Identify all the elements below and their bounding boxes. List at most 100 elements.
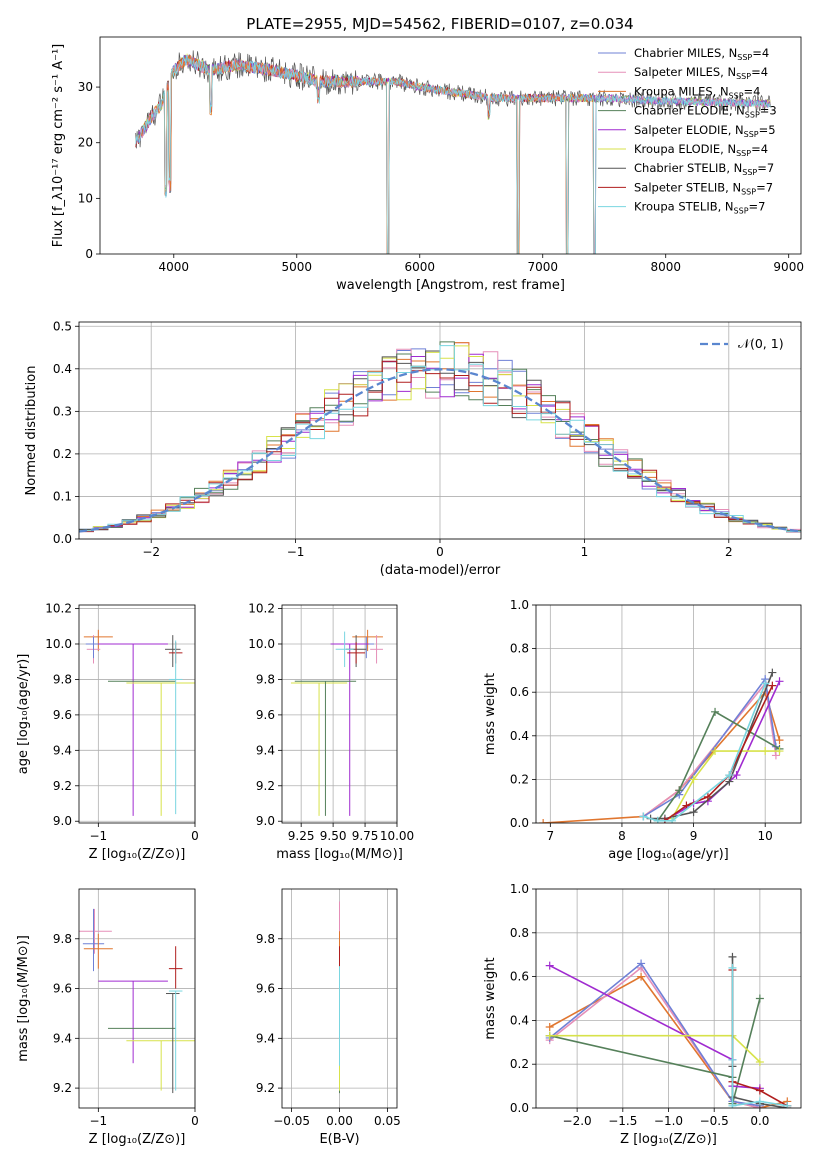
y-tick-label: 9.4 [256, 1031, 275, 1045]
x-tick-label: −1 [89, 829, 107, 843]
y-tick-label: 0.8 [510, 926, 529, 940]
age-vs-z-panel: −1 0 9.0 9.2 9.4 9.6 9.8 10.0 10.2 Z [log₁₀(Z/Z⊙)… [16, 602, 199, 862]
y-tick-label: 9.4 [53, 743, 72, 757]
weight-point-kroupa-stelib [668, 816, 677, 823]
age-vs-mass-marks [290, 629, 383, 816]
y-tick-label: 20 [78, 136, 93, 150]
age-vs-mass-frame [281, 604, 398, 824]
y-tick-label: 9.8 [256, 672, 275, 686]
legend-entry-kroupa-stelib: Kroupa STELIB, NSSP=7 [634, 200, 765, 216]
legend-entry-salpeter-miles: Salpeter MILES, NSSP=4 [634, 65, 768, 81]
residuals-marks [79, 341, 801, 533]
y-tick-label: 9.8 [53, 932, 72, 946]
y-tick-label: 0.4 [510, 1013, 529, 1027]
legend-entry-salpeter-elodie: Salpeter ELODIE, NSSP=5 [634, 123, 776, 139]
x-tick-label: 0 [191, 829, 199, 843]
y-tick-label: 0.0 [53, 532, 72, 546]
legend-entry-salpeter-stelib: Salpeter STELIB, NSSP=7 [634, 180, 773, 196]
spectrum-line-chabrier-stelib [135, 50, 771, 254]
figure-title: PLATE=2955, MJD=54562, FIBERID=0107, z=0… [246, 15, 633, 33]
x-tick-label: 9.25 [288, 829, 315, 843]
y-tick-label: 9.2 [53, 779, 72, 793]
normal-legend-label: 𝒩(0, 1) [738, 336, 784, 351]
weight-point-kroupa-stelib [725, 771, 734, 780]
x-tick-label: 2 [725, 545, 733, 559]
weight-vs-z-panel: −2.0 −1.5 −1.0 −0.5 0.0 0.0 0.2 0.4 0.6 0.8 1.0 Z [… [483, 882, 802, 1147]
mass-vs-ebv-frame [281, 888, 398, 1109]
y-tick-label: 0.2 [53, 447, 72, 461]
y-tick-label: 9.0 [256, 814, 275, 828]
weight-vs-age-frame [535, 604, 802, 824]
y-tick-label: 9.4 [256, 743, 275, 757]
y-tick-label: 0 [85, 247, 93, 261]
y-tick-label: 10.0 [45, 637, 72, 651]
x-tick-label: 10.00 [380, 829, 414, 843]
y-tick-label: 0.0 [510, 1101, 529, 1115]
weight-point-kroupa-stelib [639, 812, 648, 821]
weight-point-chabrier-stelib [728, 952, 737, 961]
weight-point-chabrier-stelib [768, 668, 777, 677]
weight-point-salpeter-miles [771, 751, 780, 760]
weight-point-chabrier-stelib [689, 808, 698, 817]
mass-vs-z-panel: −1 0 9.2 9.4 9.6 9.8 Z [log₁₀(Z/Z⊙)] mass [log₁… [16, 888, 199, 1147]
y-tick-label: 0.6 [510, 970, 529, 984]
weight-point-kroupa-stelib [728, 963, 737, 972]
weight-vs-age-marks [539, 668, 784, 823]
y-tick-label: 10.2 [45, 602, 72, 616]
weight-line-chabrier-miles [642, 677, 777, 818]
x-tick-label: 0.05 [374, 1114, 401, 1128]
x-tick-label: 6000 [404, 260, 435, 274]
y-tick-label: 0.8 [510, 642, 529, 656]
x-axis-label: mass [log₁₀(M/M⊙)] [276, 847, 403, 862]
weight-point-chabrier-elodie [675, 786, 684, 795]
weight-point-kroupa-stelib [728, 1055, 737, 1064]
y-axis-label: age [log₁₀(age/yr)] [16, 654, 31, 775]
spectrum-frame [99, 36, 802, 255]
legend-entry-chabrier-stelib: Chabrier STELIB, NSSP=7 [634, 161, 774, 177]
x-tick-label: 0 [191, 1114, 199, 1128]
y-tick-label: 9.8 [256, 932, 275, 946]
y-tick-label: 0.1 [53, 489, 72, 503]
y-axis-label: mass weight [483, 957, 498, 1039]
weight-point-kroupa-stelib [728, 1101, 737, 1108]
weight-point-kroupa-stelib [653, 816, 662, 823]
x-tick-label: −1.0 [654, 1114, 683, 1128]
y-axis-label: Flux [f_λ10⁻¹⁷ erg cm⁻² s⁻¹ A⁻¹] [51, 44, 66, 248]
x-tick-label: −2 [142, 545, 160, 559]
y-tick-label: 9.0 [53, 814, 72, 828]
y-tick-label: 9.2 [256, 779, 275, 793]
weight-point-kroupa-miles [539, 819, 548, 823]
weight-point-kroupa-elodie [761, 747, 770, 756]
weight-point-salpeter-stelib [703, 792, 712, 801]
y-tick-label: 0.2 [510, 1057, 529, 1071]
mass-vs-z-frame [78, 888, 196, 1109]
y-tick-label: 0.6 [510, 685, 529, 699]
y-axis-label: Normed distribution [24, 366, 39, 496]
weight-vs-z-marks [545, 952, 792, 1108]
weight-line-chabrier-elodie [657, 710, 780, 822]
x-tick-label: 9.50 [320, 829, 347, 843]
normal-curve [79, 368, 801, 533]
histogram-salpeter-stelib [79, 360, 801, 533]
y-tick-label: 9.2 [53, 1081, 72, 1095]
y-tick-label: 0.0 [510, 816, 529, 830]
legend-entry-chabrier-elodie: Chabrier ELODIE, NSSP=3 [634, 104, 777, 120]
y-axis-label: mass weight [483, 673, 498, 755]
y-axis-label: mass [log₁₀(M/M⊙)] [16, 935, 31, 1062]
y-tick-label: 0.2 [510, 772, 529, 786]
y-tick-label: 9.8 [53, 672, 72, 686]
x-tick-label: 10 [758, 829, 773, 843]
weight-point-chabrier-elodie [755, 994, 764, 1003]
y-tick-label: 10.2 [248, 602, 275, 616]
x-tick-label: 8000 [650, 260, 681, 274]
x-tick-label: −1 [89, 1114, 107, 1128]
spectrum-panel: 4000 5000 6000 7000 8000 9000 0 10 20 30 wavelengt… [51, 36, 804, 293]
age-vs-z-frame [78, 604, 196, 824]
weight-point-chabrier-miles [637, 959, 646, 968]
x-tick-label: 7000 [527, 260, 558, 274]
x-tick-label: 0.0 [750, 1114, 769, 1128]
x-axis-label: Z [log₁₀(Z/Z⊙)] [620, 1132, 717, 1147]
y-tick-label: 9.6 [256, 708, 275, 722]
weight-point-kroupa-elodie [775, 747, 784, 756]
weight-point-kroupa-elodie [755, 1058, 764, 1067]
